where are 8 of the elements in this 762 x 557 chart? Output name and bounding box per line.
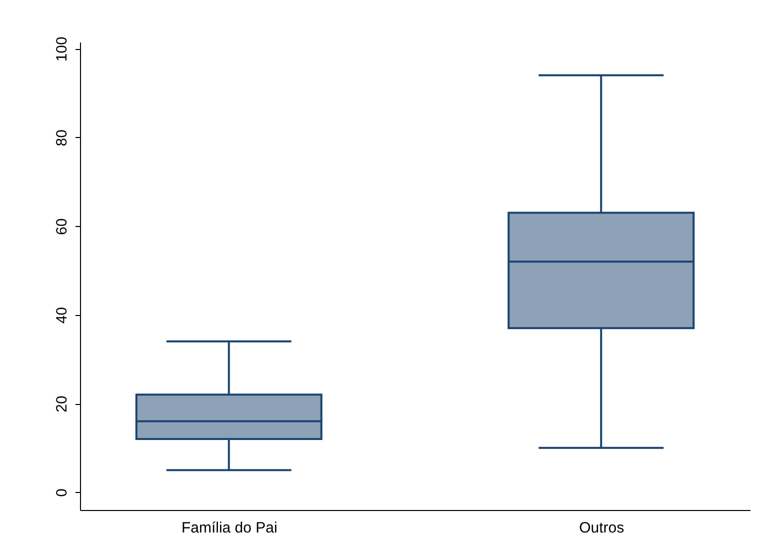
y-tick-label: 40	[54, 306, 70, 324]
x-tick-label: Família do Pai	[181, 520, 278, 536]
y-tick-label: 0	[54, 488, 70, 497]
y-tick-label: 60	[54, 218, 70, 235]
y-tick-label: 100	[54, 36, 70, 62]
y-tick-label: 20	[54, 396, 70, 412]
y-tick-label: 80	[54, 130, 70, 146]
x-tick-label: Outros	[579, 520, 624, 536]
